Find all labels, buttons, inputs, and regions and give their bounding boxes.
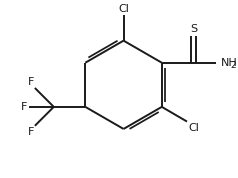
Text: F: F (27, 127, 34, 137)
Text: Cl: Cl (188, 123, 199, 133)
Text: F: F (27, 77, 34, 87)
Text: Cl: Cl (118, 4, 129, 14)
Text: F: F (21, 102, 28, 112)
Text: NH: NH (221, 58, 238, 68)
Text: S: S (190, 24, 197, 34)
Text: 2: 2 (230, 61, 236, 70)
